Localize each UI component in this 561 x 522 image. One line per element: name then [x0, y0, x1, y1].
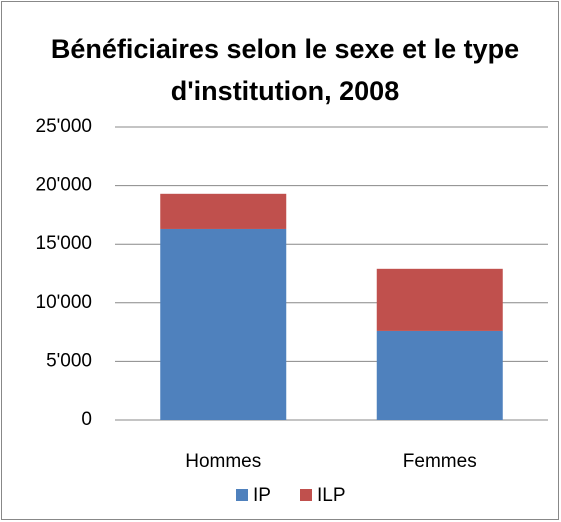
y-tick-label: 0	[81, 409, 92, 430]
x-tick-label: Femmes	[403, 451, 477, 472]
y-tick-label: 5'000	[46, 350, 92, 371]
legend-label: IP	[253, 485, 271, 506]
y-tick-label: 10'000	[36, 292, 92, 313]
bar-segment	[160, 228, 287, 420]
chart-title: Bénéficiaires selon le sexe et le type d…	[50, 34, 520, 106]
bar-segment	[376, 330, 503, 420]
x-tick-label: Hommes	[185, 451, 261, 472]
y-tick-label: 15'000	[36, 233, 92, 254]
legend-label: ILP	[317, 485, 346, 506]
legend-swatch	[236, 489, 248, 501]
y-tick-label: 20'000	[36, 175, 92, 196]
legend-swatch	[300, 489, 312, 501]
bar-segment	[160, 193, 287, 229]
bar-segment	[376, 268, 503, 331]
y-tick-label: 25'000	[36, 116, 92, 137]
